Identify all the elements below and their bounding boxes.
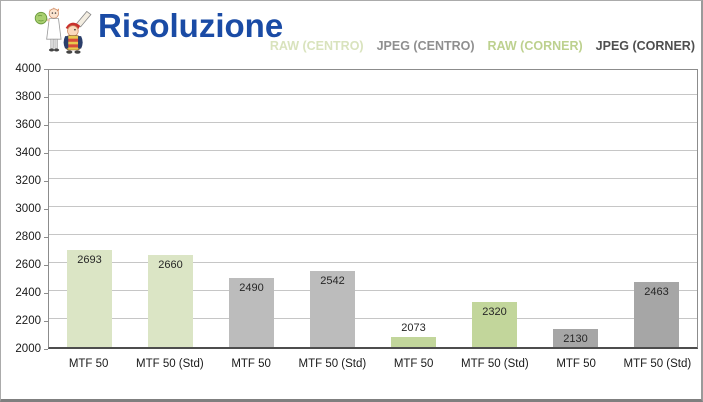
bar-raw-corner-4: 2073: [391, 322, 436, 347]
bar-jpeg-corner-7: 2463: [634, 282, 679, 347]
chart-legend: RAW (CENTRO) JPEG (CENTRO) RAW (CORNER) JPE…: [270, 39, 695, 53]
plot-area: 2693 2660 2490 2542 2073 2320 2130 2463: [48, 69, 698, 349]
y-tick-label: 3600: [15, 119, 41, 131]
bar-value-label: 2490: [239, 282, 264, 295]
y-tick-label: 3400: [15, 147, 41, 159]
bar-raw-centro-1: 2660: [148, 254, 193, 347]
mascots-logo-icon: [34, 7, 92, 54]
x-tick-label: MTF 50: [393, 358, 434, 370]
x-tick-label: MTF 50: [231, 358, 271, 370]
x-tick-label: MTF 50 (Std): [136, 358, 204, 370]
y-tick-label: 2800: [15, 231, 41, 243]
bar-value-label: 2320: [482, 306, 507, 319]
x-tick-label: MTF 50 (Std): [461, 358, 529, 370]
x-axis-labels: MTF 50 MTF 50 (Std) MTF 50 MTF 50 (Std) MTF …: [48, 358, 698, 370]
y-tickmark: [44, 293, 48, 294]
bar-slot: 2660: [130, 70, 211, 347]
bar-jpeg-centro-2: 2490: [229, 278, 274, 347]
x-tick-label: MTF 50 (Std): [298, 358, 367, 370]
y-tickmark: [44, 237, 48, 238]
y-tickmark: [44, 181, 48, 182]
y-tick-label: 4000: [15, 63, 41, 75]
x-tick-label: MTF 50: [556, 358, 596, 370]
y-tickmark: [44, 97, 48, 98]
bar-value-label: 2130: [563, 332, 588, 345]
y-tickmark: [44, 349, 48, 350]
bars-row: 2693 2660 2490 2542 2073 2320 2130 2463: [49, 70, 697, 347]
y-tickmark: [44, 265, 48, 266]
gridline: [49, 262, 697, 263]
gridline: [49, 290, 697, 291]
gridline: [49, 122, 697, 123]
y-tickmark: [44, 209, 48, 210]
bar-jpeg-centro-3: 2542: [310, 271, 355, 347]
bar-raw-corner-5: 2320: [472, 302, 517, 347]
legend-item: RAW (CORNER): [487, 39, 583, 53]
y-tick-label: 3800: [15, 91, 41, 103]
y-tick-label: 3200: [15, 175, 41, 187]
bar-value-label: 2542: [320, 275, 345, 288]
y-tick-label: 2200: [15, 315, 41, 327]
bar-value-label: 2693: [77, 253, 102, 266]
y-tickmark: [44, 153, 48, 154]
y-tickmark: [44, 125, 48, 126]
gridline: [49, 94, 697, 95]
y-tick-label: 2400: [15, 287, 41, 299]
bar-value-label: 2660: [158, 258, 183, 271]
y-axis-ticks: [44, 69, 48, 351]
legend-item: RAW (CENTRO): [269, 39, 364, 53]
y-tickmark: [44, 321, 48, 322]
bar-raw-centro-0: 2693: [67, 249, 112, 347]
bar-slot: 2693: [49, 70, 130, 347]
bar-value-label: 2463: [644, 286, 669, 299]
legend-item: JPEG (CORNER): [595, 39, 695, 53]
x-tick-label: MTF 50 (Std): [623, 358, 692, 370]
y-tick-label: 2000: [15, 343, 41, 355]
x-tick-label: MTF 50: [68, 358, 109, 370]
bar-slot: 2320: [454, 70, 535, 347]
gridline: [49, 150, 697, 151]
legend-item: JPEG (CENTRO): [376, 39, 475, 53]
gridline: [49, 318, 697, 319]
y-tickmark: [44, 69, 48, 70]
bar-slot: 2490: [211, 70, 292, 347]
chart-title: Risoluzione: [98, 7, 284, 44]
bar-slot: 2463: [616, 70, 697, 347]
gridline: [49, 234, 697, 235]
bar-jpeg-corner-6: 2130: [553, 328, 598, 347]
bar-value-label: 2073: [401, 321, 426, 334]
y-tick-label: 3000: [15, 203, 41, 215]
bar-slot: 2130: [535, 70, 616, 347]
y-axis-labels: 2000 2200 2400 2600 2800 3000 3200 3400 3600 3800…: [1, 63, 41, 355]
bar-slot: 2073: [373, 70, 454, 347]
gridline: [49, 178, 697, 179]
y-tick-label: 2600: [15, 259, 41, 271]
gridline: [49, 206, 697, 207]
bar-slot: 2542: [292, 70, 373, 347]
